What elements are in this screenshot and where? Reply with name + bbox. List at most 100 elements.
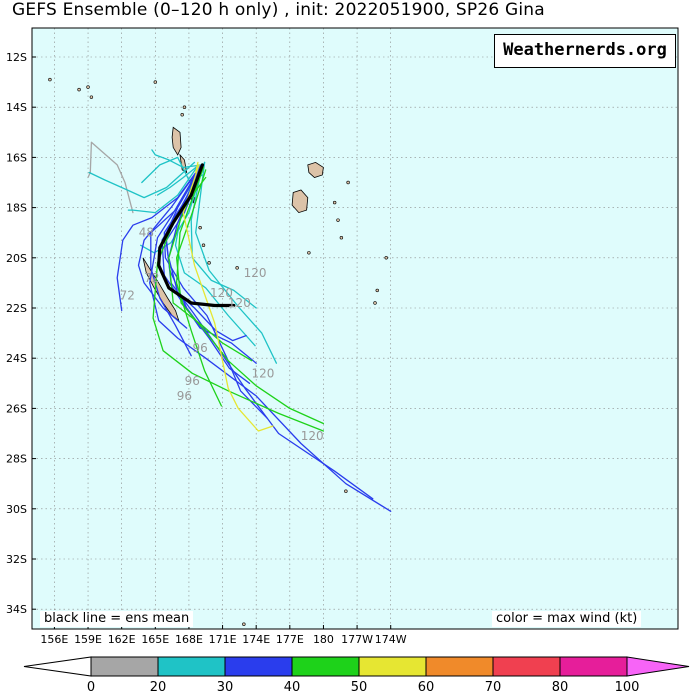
lat-label: 12S	[6, 51, 27, 64]
forecast-hour-label: 72	[120, 288, 135, 302]
lat-label: 34S	[6, 603, 27, 616]
islet	[346, 180, 350, 185]
lat-label: 18S	[6, 202, 27, 215]
forecast-hour-label: 96	[177, 389, 192, 403]
forecast-hour-label: 120	[210, 286, 233, 300]
lon-label: 168E	[175, 633, 203, 646]
ensemble-mean-track	[157, 163, 236, 308]
islet	[180, 113, 184, 117]
colorbar-segment	[492, 656, 561, 677]
ensemble-member-track	[88, 161, 196, 199]
lon-label: 177W	[341, 633, 373, 646]
lon-label: 177E	[276, 633, 304, 646]
islet	[332, 200, 337, 205]
islet	[198, 225, 202, 230]
lat-label: 30S	[6, 503, 27, 516]
islet	[86, 85, 90, 89]
islet	[153, 80, 158, 84]
colorbar-segment	[23, 656, 92, 677]
ensemble-member-track	[182, 164, 274, 432]
islet	[89, 95, 94, 99]
ensemble-member-track	[149, 164, 392, 512]
ensemble-member-track	[195, 161, 278, 364]
islet	[384, 256, 388, 260]
ensemble-member-track	[195, 161, 199, 174]
lat-label: 26S	[6, 402, 27, 415]
map-title: GEFS Ensemble (0–120 h only) , init: 202…	[12, 0, 545, 20]
islet	[344, 489, 348, 493]
colorbar-segment	[358, 656, 427, 677]
ensemble-member-track	[140, 161, 206, 254]
forecast-hour-label: 120	[244, 266, 267, 280]
colorbar-segment	[224, 656, 293, 677]
islet	[48, 77, 52, 82]
colorbar-tick-label: 30	[217, 680, 234, 694]
lat-label: 20S	[6, 252, 27, 265]
lat-label: 28S	[6, 453, 27, 466]
colorbar-tick-label: 70	[485, 680, 502, 694]
islet	[336, 218, 340, 222]
islet	[77, 87, 81, 92]
ensemble-member-track	[175, 166, 223, 407]
forecast-hour-label: 120	[251, 366, 274, 380]
islet	[207, 261, 211, 265]
weathernerds-logo: Weathernerds.org	[494, 34, 676, 68]
map-frame	[31, 27, 679, 630]
ensemble-member-track	[137, 166, 201, 329]
islet	[182, 105, 187, 109]
ensemble-member-track	[168, 166, 253, 362]
ensemble-member-track	[163, 166, 269, 420]
forecast-hour-label: 96	[185, 374, 200, 388]
colorbar-segment	[559, 656, 628, 677]
island	[171, 126, 182, 156]
lon-label: 156E	[40, 633, 68, 646]
forecast-hour-label: 72	[144, 271, 159, 285]
colorbar-segment	[425, 656, 494, 677]
island	[307, 161, 324, 178]
lon-label: 174W	[375, 633, 407, 646]
colorbar-tick-label: 80	[552, 680, 569, 694]
ens-mean-note: black line = ens mean	[40, 611, 194, 627]
colorbar-tick-label: 20	[150, 680, 167, 694]
forecast-hour-label: 120	[228, 296, 251, 310]
color-legend-note: color = max wind (kt)	[492, 611, 642, 627]
lon-label: 174E	[242, 633, 270, 646]
islet	[235, 266, 239, 270]
colorbar-tick-label: 100	[615, 680, 640, 694]
colorbar-tick-label: 40	[284, 680, 301, 694]
lat-label: 16S	[6, 151, 27, 164]
latitude-labels: 12S 14S 16S 18S 20S 22S 24S 26S 28S 30S 32S 34S	[6, 51, 36, 616]
colorbar-tick-label: 60	[418, 680, 435, 694]
ensemble-tracks	[87, 141, 392, 512]
colorbar-tick-label: 50	[351, 680, 368, 694]
ensemble-member-track	[151, 149, 204, 169]
islet	[339, 236, 344, 240]
ensemble-member-track	[127, 166, 198, 214]
island	[291, 189, 309, 214]
colorbar-segment	[157, 656, 226, 677]
lat-label: 24S	[6, 352, 27, 365]
lat-label: 32S	[6, 553, 27, 566]
wind-colorbar: 0 20 30 40 50 60 70 80 100	[23, 656, 690, 694]
lon-label: 159E	[74, 633, 102, 646]
forecast-hour-label: 96	[192, 341, 207, 355]
ensemble-member-track	[165, 164, 374, 500]
islet	[242, 622, 246, 626]
lon-label: 180	[313, 633, 334, 646]
forecast-hour-label: 120	[301, 429, 324, 443]
lon-label: 162E	[108, 633, 136, 646]
colorbar-segment	[90, 656, 159, 677]
colorbar-tick-label: 0	[87, 680, 95, 694]
colorbar-segment	[291, 656, 360, 677]
ensemble-member-track	[156, 164, 200, 196]
lat-label: 22S	[6, 302, 27, 315]
lat-lon-grid	[32, 28, 678, 629]
ocean-area	[32, 28, 678, 629]
islet	[373, 301, 377, 305]
lon-label: 165E	[141, 633, 169, 646]
lat-label: 14S	[6, 101, 27, 114]
islet	[201, 243, 206, 247]
islet	[307, 251, 311, 255]
